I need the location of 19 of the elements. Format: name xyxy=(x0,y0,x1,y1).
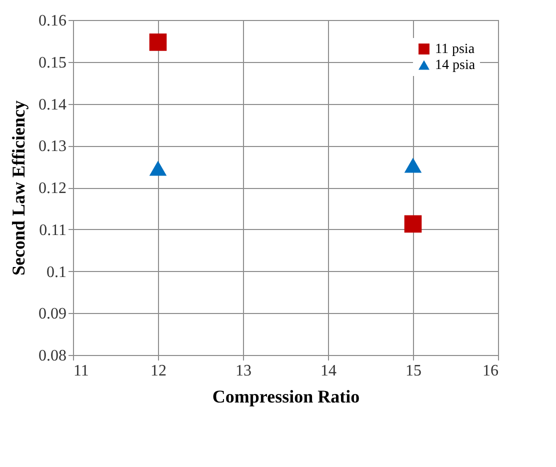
y-tick-label: 0.09 xyxy=(38,306,66,323)
y-tick-label: 0.14 xyxy=(38,96,66,114)
x-tick-label: 12 xyxy=(150,362,166,380)
y-axis-title: Second Law Efficiency xyxy=(8,100,28,276)
legend-label: 11 psia xyxy=(435,42,476,57)
y-tick-label: 0.12 xyxy=(38,180,66,197)
x-axis-title: Compression Ratio xyxy=(212,386,360,406)
y-tick-label: 0.08 xyxy=(38,348,66,364)
x-tick-label: 13 xyxy=(236,362,252,380)
x-tick-label: 15 xyxy=(406,362,422,380)
y-tick-label: 0.11 xyxy=(39,222,66,239)
y-tick-label: 0.1 xyxy=(46,264,66,281)
y-tick-label: 0.13 xyxy=(38,138,66,156)
x-tick-label: 16 xyxy=(482,362,498,380)
y-tick-label: 0.15 xyxy=(38,54,66,72)
y-tick-label: 0.16 xyxy=(38,12,66,30)
x-tick-label: 14 xyxy=(320,362,336,380)
legend-label: 14 psia xyxy=(435,58,476,73)
x-tick-label: 11 xyxy=(74,362,89,380)
